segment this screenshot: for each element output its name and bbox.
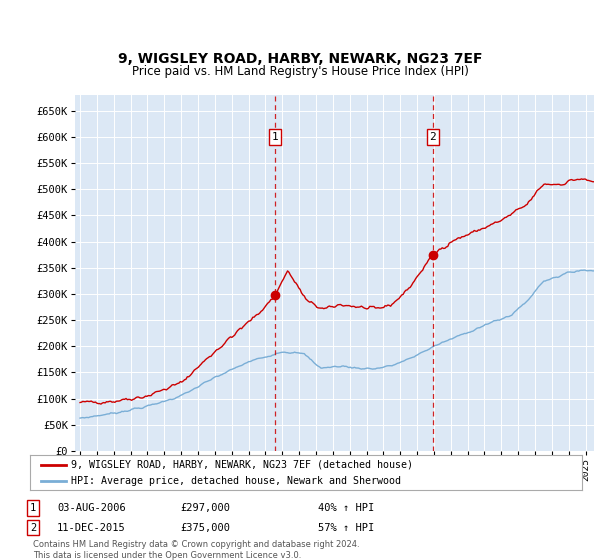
Text: 40% ↑ HPI: 40% ↑ HPI <box>318 503 374 513</box>
Text: 03-AUG-2006: 03-AUG-2006 <box>57 503 126 513</box>
Text: £297,000: £297,000 <box>180 503 230 513</box>
Text: £375,000: £375,000 <box>180 522 230 533</box>
Text: 1: 1 <box>30 503 36 513</box>
Text: HPI: Average price, detached house, Newark and Sherwood: HPI: Average price, detached house, Newa… <box>71 475 401 486</box>
Text: 9, WIGSLEY ROAD, HARBY, NEWARK, NG23 7EF: 9, WIGSLEY ROAD, HARBY, NEWARK, NG23 7EF <box>118 52 482 66</box>
Text: Contains HM Land Registry data © Crown copyright and database right 2024.
This d: Contains HM Land Registry data © Crown c… <box>33 540 359 559</box>
Text: 2: 2 <box>30 522 36 533</box>
Text: 11-DEC-2015: 11-DEC-2015 <box>57 522 126 533</box>
Text: Price paid vs. HM Land Registry's House Price Index (HPI): Price paid vs. HM Land Registry's House … <box>131 65 469 78</box>
Text: 2: 2 <box>430 132 436 142</box>
Text: 9, WIGSLEY ROAD, HARBY, NEWARK, NG23 7EF (detached house): 9, WIGSLEY ROAD, HARBY, NEWARK, NG23 7EF… <box>71 460 413 470</box>
Text: 57% ↑ HPI: 57% ↑ HPI <box>318 522 374 533</box>
Text: 1: 1 <box>272 132 278 142</box>
